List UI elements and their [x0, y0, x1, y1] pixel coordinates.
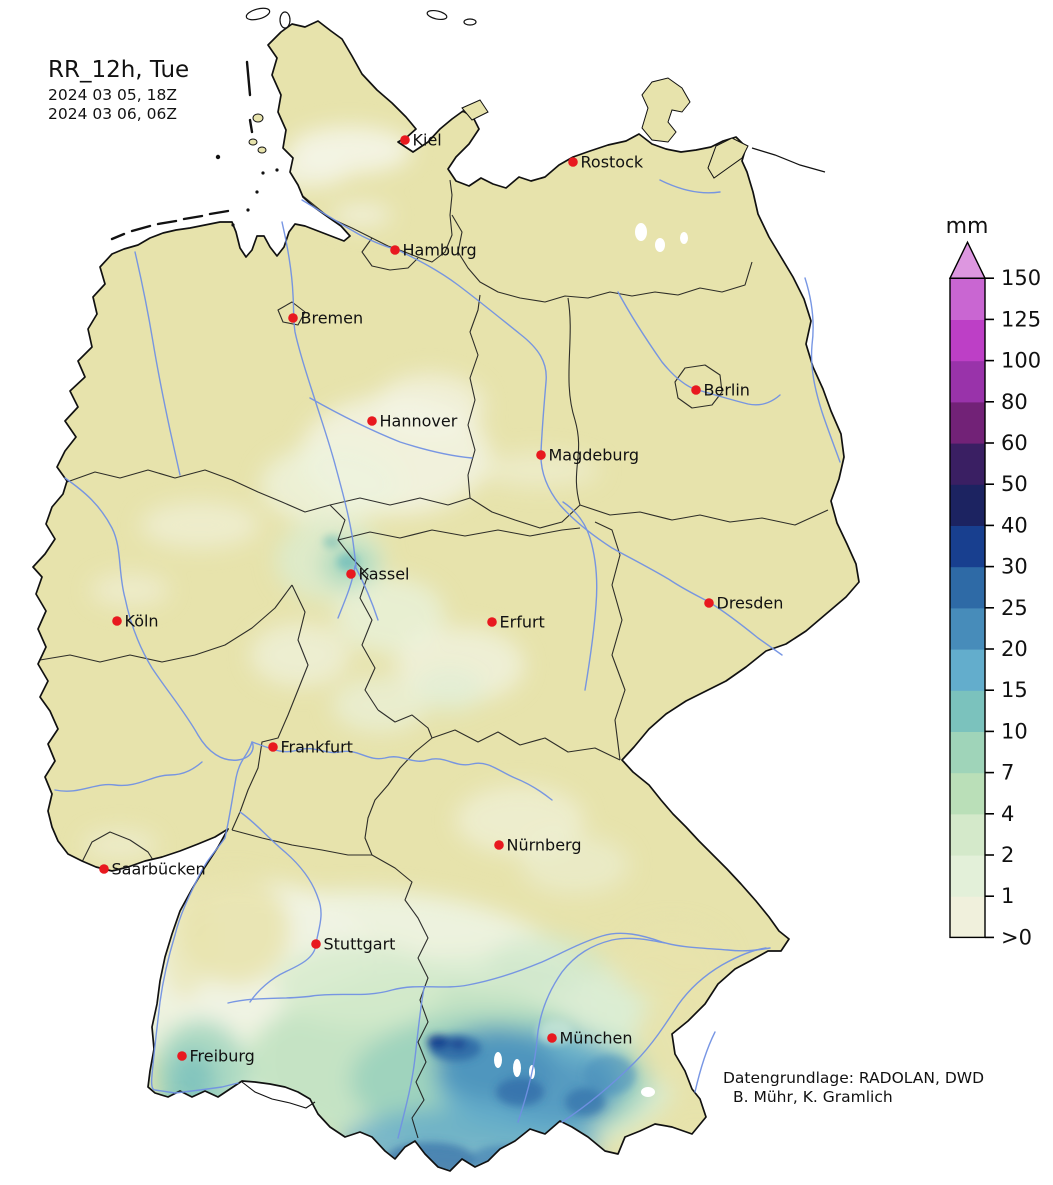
colorbar-tick-label: 125	[1001, 307, 1041, 331]
city-label-Kassel: Kassel	[359, 565, 410, 584]
colorbar-unit-label: mm	[946, 214, 989, 239]
city-label-Berlin: Berlin	[704, 381, 750, 400]
city-label-Hamburg: Hamburg	[403, 241, 477, 260]
city-label-Erfurt: Erfurt	[500, 613, 545, 632]
colorbar-segment	[950, 401, 985, 444]
city-dot-Bremen	[288, 313, 298, 323]
city-dot-Magdeburg	[536, 450, 546, 460]
city-dot-Berlin	[691, 385, 701, 395]
city-label-München: München	[560, 1029, 633, 1048]
city-dot-Nürnberg	[494, 840, 504, 850]
city-dot-Dresden	[704, 598, 714, 608]
cities-layer: Kiel Rostock Hamburg Bremen Hannover Berlin Ma…	[99, 131, 783, 1066]
colorbar-segment	[950, 278, 985, 320]
city-dot-Erfurt	[487, 617, 497, 627]
colorbar: >0 1 2 4 7 10 15 20 25 30 40 50 60 80 100 125 150	[948, 240, 1041, 949]
colorbar-tick-label: 40	[1001, 513, 1028, 537]
colorbar-tick-label: 25	[1001, 596, 1028, 620]
city-dot-Stuttgart	[311, 939, 321, 949]
colorbar-segment	[950, 525, 985, 568]
city-dot-Hannover	[367, 416, 377, 426]
colorbar-segment	[950, 649, 985, 691]
city-dot-Kassel	[346, 569, 356, 579]
city-dot-Köln	[112, 616, 122, 626]
colorbar-segment	[950, 813, 985, 856]
islands-layer	[110, 7, 826, 1109]
city-label-Bremen: Bremen	[301, 309, 364, 328]
city-dot-Kiel	[400, 135, 410, 145]
city-dot-Saarbücken	[99, 864, 109, 874]
colorbar-segment	[950, 607, 985, 650]
map-subtitle-end: 2024 03 06, 06Z	[48, 105, 177, 123]
city-label-Frankfurt: Frankfurt	[281, 738, 353, 757]
city-label-Stuttgart: Stuttgart	[324, 935, 396, 954]
city-label-Freiburg: Freiburg	[190, 1047, 255, 1066]
colorbar-tick-label: 50	[1001, 472, 1028, 496]
city-dot-München	[547, 1033, 557, 1043]
colorbar-segment	[950, 690, 985, 732]
colorbar-segment	[950, 484, 985, 526]
city-dot-Frankfurt	[268, 742, 278, 752]
colorbar-tick-label: 4	[1001, 802, 1014, 826]
colorbar-tick-label: 2	[1001, 843, 1014, 867]
colorbar-tick-label: 10	[1001, 719, 1028, 743]
colorbar-tick-label: 20	[1001, 637, 1028, 661]
colorbar-tick-label: 150	[1001, 266, 1041, 290]
precipitation-layer	[82, 126, 765, 1171]
city-dot-Hamburg	[390, 245, 400, 255]
colorbar-tick-label: 1	[1001, 884, 1014, 908]
map-subtitle-start: 2024 03 05, 18Z	[48, 86, 177, 104]
city-label-Rostock: Rostock	[581, 153, 644, 172]
map-title: RR_12h, Tue	[48, 57, 189, 83]
colorbar-tick-label: 30	[1001, 555, 1028, 579]
colorbar-segment	[950, 566, 985, 609]
attribution-authors: B. Mühr, K. Gramlich	[733, 1088, 893, 1106]
city-dot-Rostock	[568, 157, 578, 167]
colorbar-tick-label: >0	[1001, 925, 1032, 949]
colorbar-segment	[950, 360, 985, 403]
colorbar-segment	[950, 772, 985, 815]
city-label-Nürnberg: Nürnberg	[507, 836, 582, 855]
colorbar-tick-label: 80	[1001, 390, 1028, 414]
city-label-Magdeburg: Magdeburg	[549, 446, 640, 465]
city-label-Köln: Köln	[125, 612, 159, 631]
colorbar-tick-label: 7	[1001, 761, 1014, 785]
country-border	[32, 20, 860, 1172]
attribution-source: Datengrundlage: RADOLAN, DWD	[723, 1069, 984, 1087]
state-borders	[39, 179, 829, 1139]
colorbar-segment	[950, 855, 985, 897]
colorbar-segment	[950, 896, 985, 938]
city-label-Dresden: Dresden	[717, 594, 784, 613]
colorbar-segment	[950, 443, 985, 485]
colorbar-tick-label: 60	[1001, 431, 1028, 455]
colorbar-tick-label: 100	[1001, 349, 1041, 373]
city-label-Hannover: Hannover	[380, 412, 458, 431]
city-dot-Freiburg	[177, 1051, 187, 1061]
colorbar-segment	[950, 319, 985, 362]
city-label-Kiel: Kiel	[413, 131, 442, 150]
colorbar-segment	[950, 731, 985, 774]
city-label-Saarbücken: Saarbücken	[112, 860, 206, 879]
colorbar-tick-label: 15	[1001, 678, 1028, 702]
